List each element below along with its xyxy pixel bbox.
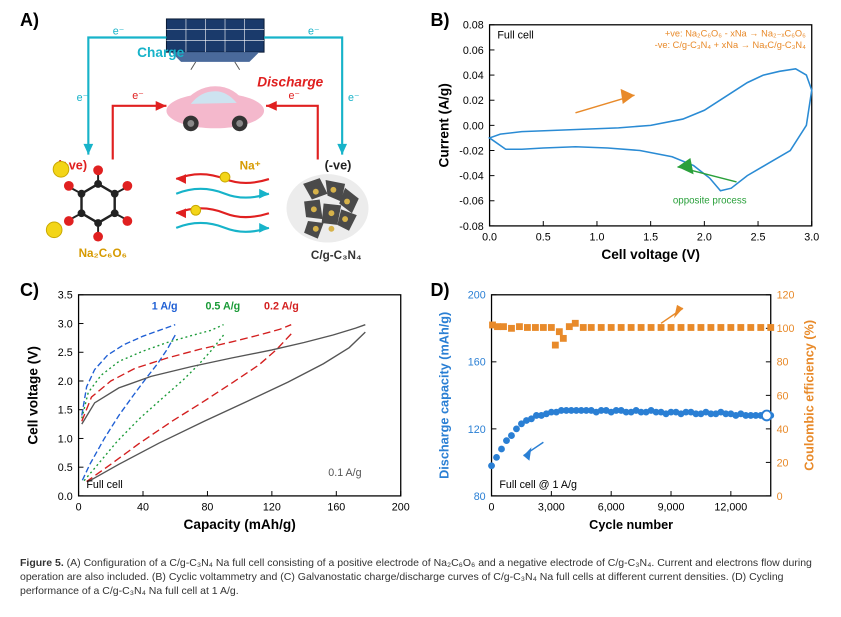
- svg-text:0.5: 0.5: [535, 232, 550, 244]
- svg-text:Cell voltage (V): Cell voltage (V): [26, 346, 41, 445]
- svg-text:Cycle number: Cycle number: [589, 518, 673, 532]
- figure-grid: A) Charge e⁻: [0, 0, 841, 548]
- svg-text:9,000: 9,000: [657, 502, 684, 514]
- panel-b: B) 0.0 0.5 1.0 1.5 2.0 2.5 3.0 -0.08 -0.06 -0.04 -…: [431, 10, 822, 270]
- svg-text:0.0: 0.0: [482, 232, 497, 244]
- cathode-formula: Na₂C₆O₆: [79, 247, 127, 260]
- svg-text:2.5: 2.5: [58, 347, 73, 359]
- car-icon: [166, 86, 264, 131]
- panel-c: C) 0 40 80 120 160 200 0.0 0.5 1.0 1.5 2.0 2.5 3.0 3.…: [20, 280, 411, 540]
- panel-b-label: B): [431, 10, 450, 31]
- anode-formula: C/g-C₃N₄: [311, 249, 362, 262]
- svg-text:80: 80: [201, 502, 213, 514]
- e-label-2: e⁻: [308, 26, 320, 38]
- panel-d-label: D): [431, 280, 450, 301]
- svg-text:160: 160: [327, 502, 345, 514]
- svg-text:0: 0: [76, 502, 82, 514]
- charge-label: Charge: [137, 45, 184, 60]
- panel-a-label: A): [20, 10, 39, 31]
- svg-text:Full cell: Full cell: [497, 29, 533, 41]
- svg-text:0.04: 0.04: [462, 70, 483, 82]
- figure-caption: Figure 5. (A) Configuration of a C/g-C₃N…: [0, 548, 841, 617]
- svg-text:Cell voltage (V): Cell voltage (V): [601, 247, 700, 262]
- svg-text:-0.06: -0.06: [459, 196, 483, 208]
- neg-label: (-ve): [325, 158, 352, 172]
- svg-text:40: 40: [137, 502, 149, 514]
- svg-text:opposite process: opposite process: [672, 195, 746, 206]
- svg-text:-ve: C/g-C₃N₄ + xNa → NaₓC/g-C: -ve: C/g-C₃N₄ + xNa → NaₓC/g-C₃N₄: [654, 40, 805, 50]
- svg-text:0.5: 0.5: [58, 462, 73, 474]
- svg-text:80: 80: [776, 357, 788, 369]
- svg-text:Discharge capacity (mAh/g): Discharge capacity (mAh/g): [437, 312, 451, 479]
- svg-text:2.5: 2.5: [750, 232, 765, 244]
- svg-text:3.0: 3.0: [804, 232, 819, 244]
- svg-text:1.0: 1.0: [58, 433, 73, 445]
- caption-lead: Figure 5.: [20, 557, 64, 569]
- svg-text:Coulombic efficiency (%): Coulombic efficiency (%): [802, 320, 816, 471]
- svg-text:0.08: 0.08: [462, 20, 483, 32]
- panel-d: D) 0 3,000 6,000 9,000 12,000 80 120 160 200 0 20 4…: [431, 280, 822, 540]
- svg-text:Full cell: Full cell: [86, 479, 122, 491]
- svg-text:+ve: Na₂C₆O₆ - xNa → Na₂₋ₓC₆O₆: +ve: Na₂C₆O₆ - xNa → Na₂₋ₓC₆O₆: [664, 29, 805, 39]
- svg-text:1.5: 1.5: [58, 405, 73, 417]
- svg-text:0: 0: [776, 491, 782, 503]
- chart-c-svg: 0 40 80 120 160 200 0.0 0.5 1.0 1.5 2.0 2.5 3.0 3.5 Ca…: [20, 280, 411, 540]
- chart-b-svg: 0.0 0.5 1.0 1.5 2.0 2.5 3.0 -0.08 -0.06 -0.04 -0.0…: [431, 10, 822, 270]
- svg-text:0: 0: [488, 502, 494, 514]
- svg-text:0.5 A/g: 0.5 A/g: [205, 300, 240, 312]
- svg-text:6,000: 6,000: [597, 502, 624, 514]
- svg-text:3,000: 3,000: [537, 502, 564, 514]
- anode-particles-icon: [287, 174, 369, 242]
- schematic-svg: Charge e⁻ e⁻ e⁻ e⁻ Discharge e⁻ e⁻: [20, 10, 411, 270]
- svg-text:60: 60: [776, 390, 788, 402]
- panel-a: A) Charge e⁻: [20, 10, 411, 270]
- na-drift-arrows: [176, 174, 269, 233]
- cathode-molecule-icon: [46, 161, 132, 241]
- svg-text:0.2 A/g: 0.2 A/g: [264, 300, 299, 312]
- svg-text:100: 100: [776, 323, 794, 335]
- svg-text:-0.04: -0.04: [459, 171, 483, 183]
- svg-text:200: 200: [467, 290, 485, 302]
- svg-text:2.0: 2.0: [696, 232, 711, 244]
- svg-text:0.02: 0.02: [462, 95, 483, 107]
- e-label-4: e⁻: [348, 92, 360, 104]
- svg-text:200: 200: [392, 502, 410, 514]
- svg-text:Current (A/g): Current (A/g): [436, 83, 451, 167]
- svg-text:-0.02: -0.02: [459, 145, 483, 157]
- svg-text:1.5: 1.5: [643, 232, 658, 244]
- svg-text:120: 120: [263, 502, 281, 514]
- svg-text:120: 120: [776, 290, 794, 302]
- svg-text:120: 120: [467, 424, 485, 436]
- e-label-3: e⁻: [77, 92, 89, 104]
- svg-text:Full cell @ 1 A/g: Full cell @ 1 A/g: [499, 479, 577, 491]
- svg-text:3.0: 3.0: [58, 318, 73, 330]
- chart-d-svg: 0 3,000 6,000 9,000 12,000 80 120 160 200 0 20 40 60…: [431, 280, 822, 540]
- svg-text:1 A/g: 1 A/g: [152, 300, 178, 312]
- discharge-label: Discharge: [257, 74, 323, 89]
- svg-text:0.06: 0.06: [462, 45, 483, 57]
- svg-text:0.1 A/g: 0.1 A/g: [328, 467, 361, 479]
- svg-text:80: 80: [473, 491, 485, 503]
- svg-text:3.5: 3.5: [58, 290, 73, 302]
- svg-text:12,000: 12,000: [714, 502, 747, 514]
- panel-c-label: C): [20, 280, 39, 301]
- svg-text:160: 160: [467, 357, 485, 369]
- na-ion-label: Na⁺: [240, 159, 261, 172]
- svg-text:20: 20: [776, 457, 788, 469]
- svg-text:2.0: 2.0: [58, 376, 73, 388]
- svg-text:Capacity (mAh/g): Capacity (mAh/g): [183, 517, 295, 532]
- caption-text: (A) Configuration of a C/g-C₃N₄ Na full …: [20, 557, 812, 597]
- svg-text:0.00: 0.00: [462, 120, 483, 132]
- svg-text:40: 40: [776, 424, 788, 436]
- e-label-6: e⁻: [288, 90, 300, 102]
- svg-text:-0.08: -0.08: [459, 221, 483, 233]
- e-label-1: e⁻: [113, 26, 125, 38]
- svg-text:0.0: 0.0: [58, 491, 73, 503]
- svg-text:1.0: 1.0: [589, 232, 604, 244]
- e-label-5: e⁻: [132, 90, 144, 102]
